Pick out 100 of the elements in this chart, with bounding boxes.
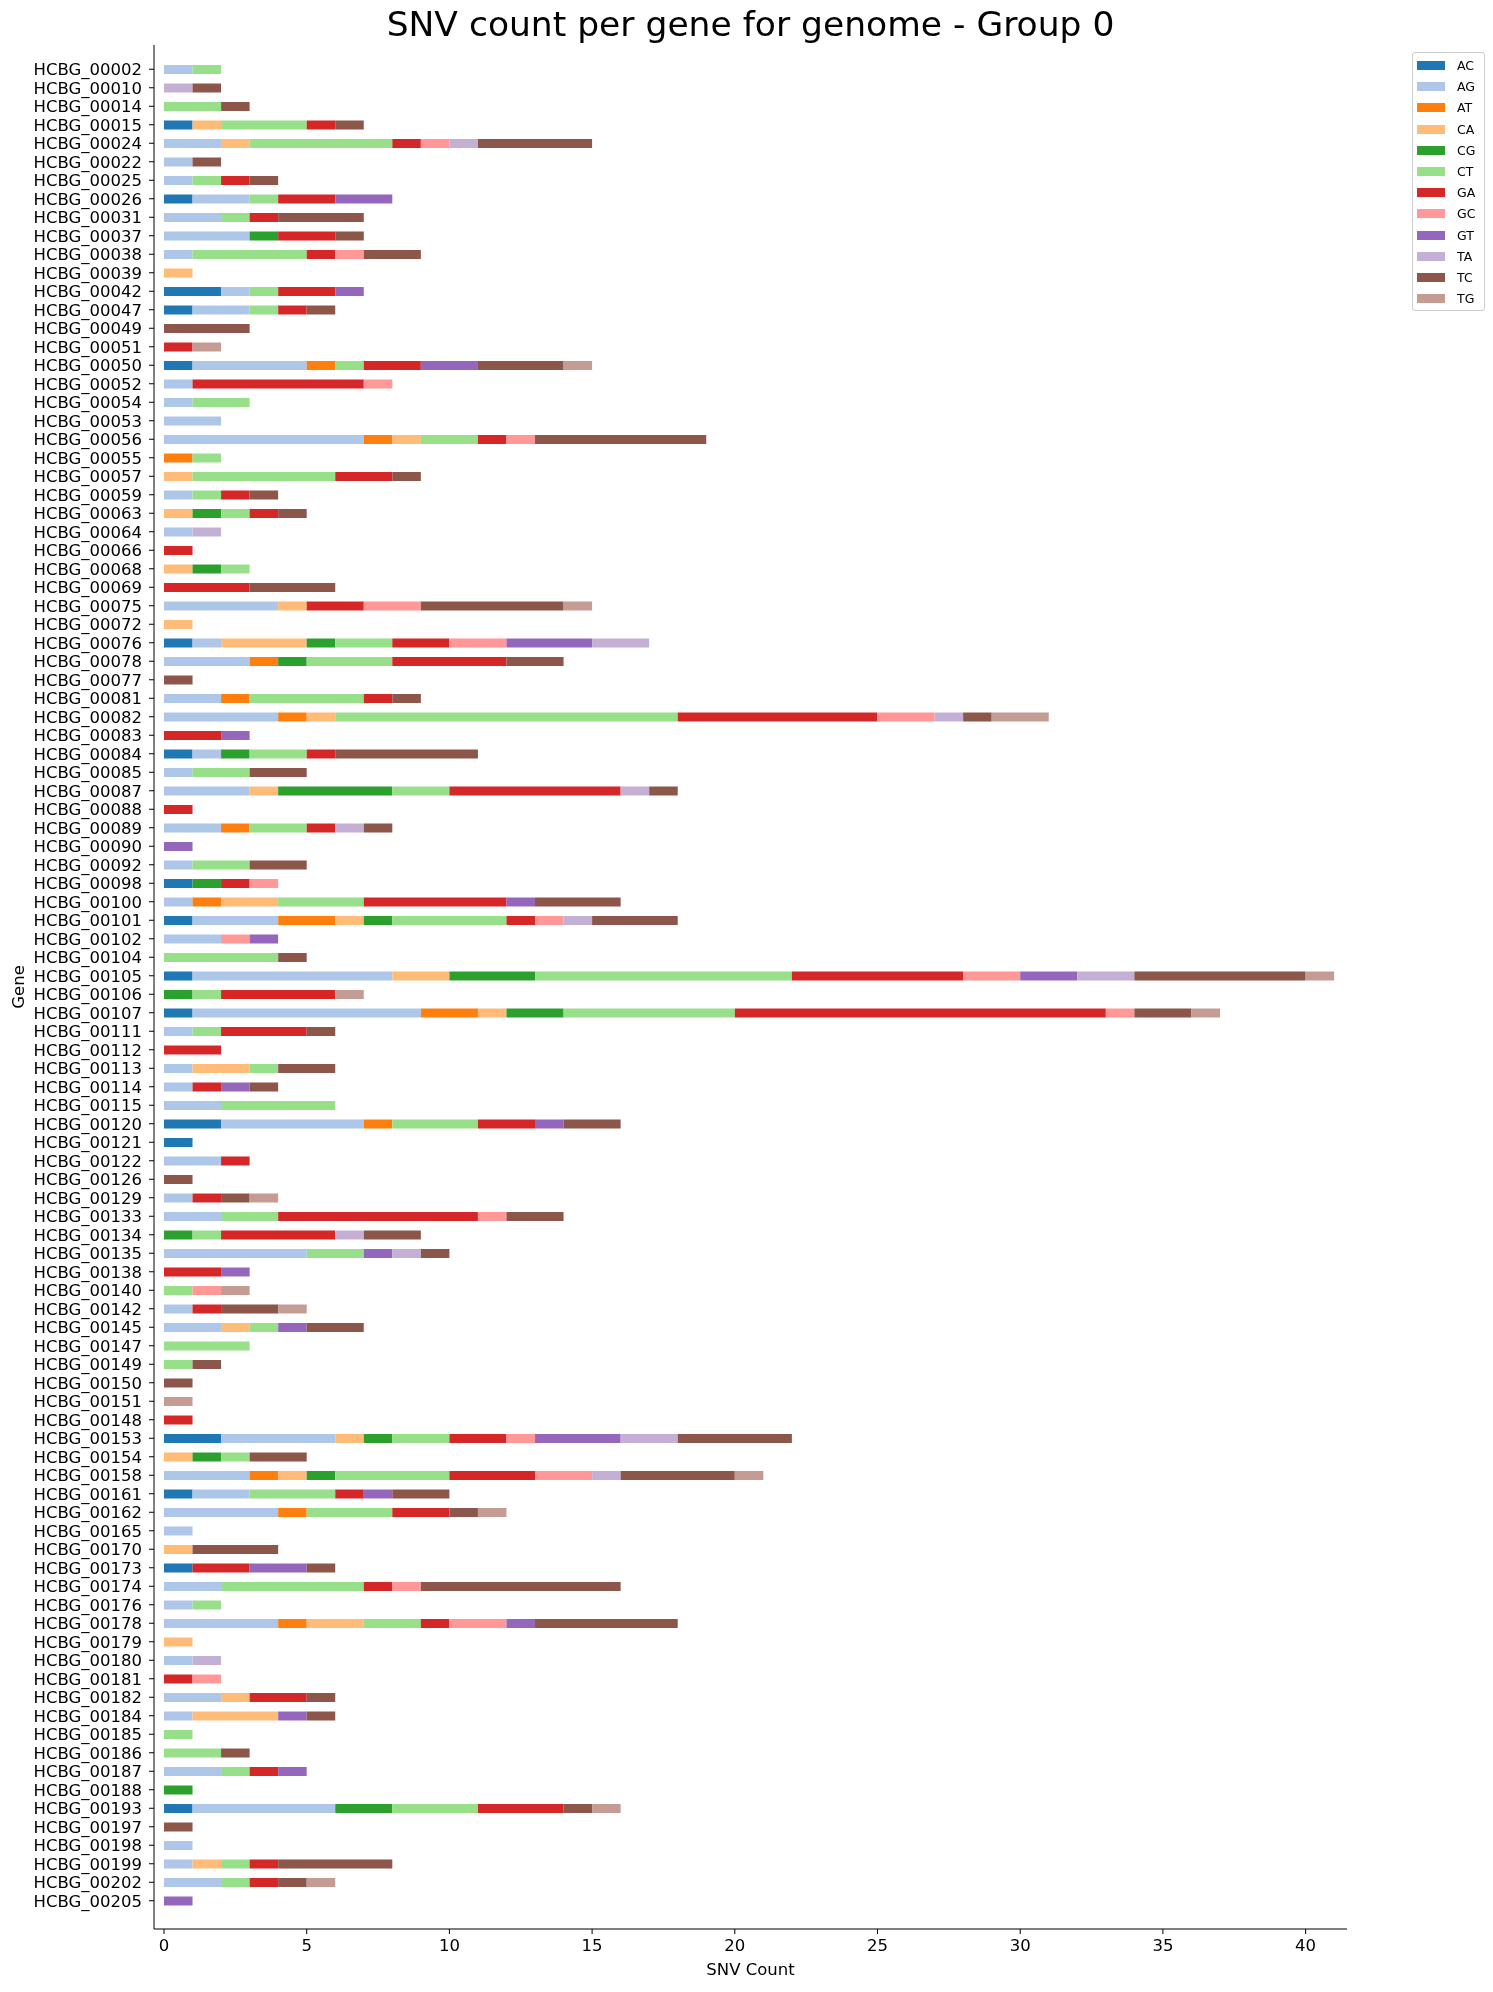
bar <box>477 1508 507 1517</box>
bar <box>163 601 279 611</box>
x-tick-label: 30 <box>1009 1935 1031 1955</box>
bar <box>392 786 450 796</box>
bar <box>163 1767 222 1776</box>
y-tick-label: HCBG_00101 <box>33 911 142 932</box>
y-tick-label: HCBG_00154 <box>33 1447 142 1468</box>
bar <box>278 1711 307 1721</box>
bar <box>192 768 250 777</box>
y-tick-label: HCBG_00059 <box>33 485 142 506</box>
bar <box>192 1711 279 1721</box>
bar <box>249 1082 279 1092</box>
bar <box>192 897 222 907</box>
y-tick-label: HCBG_00063 <box>33 504 142 525</box>
bar <box>221 694 250 703</box>
bar <box>163 1193 193 1203</box>
bar <box>677 1434 792 1443</box>
bar <box>306 1563 336 1573</box>
bar <box>192 379 364 389</box>
bar <box>163 1360 193 1369</box>
bar <box>877 712 935 722</box>
y-tick-label: HCBG_00010 <box>33 78 142 99</box>
bar <box>221 1027 307 1036</box>
legend-label: CT <box>1457 164 1474 180</box>
bar <box>163 657 250 666</box>
legend-label: CA <box>1457 121 1475 137</box>
bar <box>363 601 421 611</box>
bar <box>506 1619 536 1628</box>
y-tick-label: HCBG_00038 <box>33 245 142 266</box>
y-tick-label: HCBG_00115 <box>33 1096 142 1117</box>
bar <box>249 194 279 204</box>
y-tick-label: HCBG_00082 <box>33 707 142 728</box>
bar <box>192 527 222 537</box>
bar <box>449 1508 478 1517</box>
bar <box>221 1082 250 1092</box>
bar <box>249 934 279 944</box>
y-tick-label: HCBG_00187 <box>33 1762 142 1783</box>
bar <box>335 1489 364 1499</box>
y-tick-label: HCBG_00202 <box>33 1873 142 1894</box>
bar <box>306 638 336 648</box>
bar <box>163 527 193 537</box>
bar <box>363 361 421 370</box>
bar <box>1134 971 1306 981</box>
bar <box>392 1582 421 1591</box>
bar <box>535 1471 593 1480</box>
bar <box>192 361 307 370</box>
bar <box>506 1434 536 1443</box>
bar <box>163 971 193 981</box>
bar <box>221 1452 250 1462</box>
bar <box>163 1471 250 1480</box>
bar <box>335 1230 364 1240</box>
y-tick-label: HCBG_00047 <box>33 300 142 321</box>
y-tick-label: HCBG_00050 <box>33 356 142 377</box>
bar <box>477 361 564 370</box>
y-tick-label: HCBG_00081 <box>33 689 142 710</box>
bar <box>392 916 507 925</box>
bar <box>221 1693 250 1702</box>
bar <box>192 1545 279 1554</box>
bar <box>306 1619 364 1628</box>
bar <box>249 749 307 759</box>
bar <box>392 1489 450 1499</box>
bar <box>535 916 564 925</box>
bar <box>278 1878 307 1887</box>
bar <box>163 83 193 93</box>
bar <box>192 1286 222 1295</box>
bar <box>1305 971 1335 981</box>
bar <box>449 1471 536 1480</box>
bar <box>477 1119 536 1129</box>
y-tick-label: HCBG_00083 <box>33 726 142 747</box>
y-tick-label: HCBG_00051 <box>33 337 142 358</box>
bar <box>221 1156 250 1166</box>
y-tick-label: HCBG_00182 <box>33 1688 142 1709</box>
bar <box>221 1230 336 1240</box>
y-tick-label: HCBG_00181 <box>33 1669 142 1690</box>
bar <box>249 823 307 833</box>
bar <box>420 435 478 444</box>
bar <box>163 268 193 278</box>
bar <box>192 398 250 407</box>
bar <box>163 324 250 333</box>
bar <box>221 1434 336 1443</box>
bar <box>221 897 279 907</box>
bar <box>163 1582 222 1591</box>
bar <box>221 1101 336 1110</box>
bar <box>163 675 193 685</box>
bar <box>278 953 307 962</box>
y-tick-label: HCBG_00161 <box>33 1484 142 1505</box>
bar <box>249 305 279 315</box>
y-tick-label: HCBG_00142 <box>33 1299 142 1320</box>
bar <box>278 305 307 315</box>
bar <box>221 638 307 648</box>
bar <box>163 749 193 759</box>
bar <box>249 1693 307 1702</box>
bar <box>192 879 222 888</box>
y-tick-label: HCBG_00066 <box>33 541 142 562</box>
y-tick-label: HCBG_00151 <box>33 1392 142 1413</box>
bar <box>392 435 421 444</box>
bar <box>278 1508 307 1517</box>
bar <box>163 1563 193 1573</box>
bar <box>563 1008 735 1018</box>
bar <box>163 1896 193 1906</box>
